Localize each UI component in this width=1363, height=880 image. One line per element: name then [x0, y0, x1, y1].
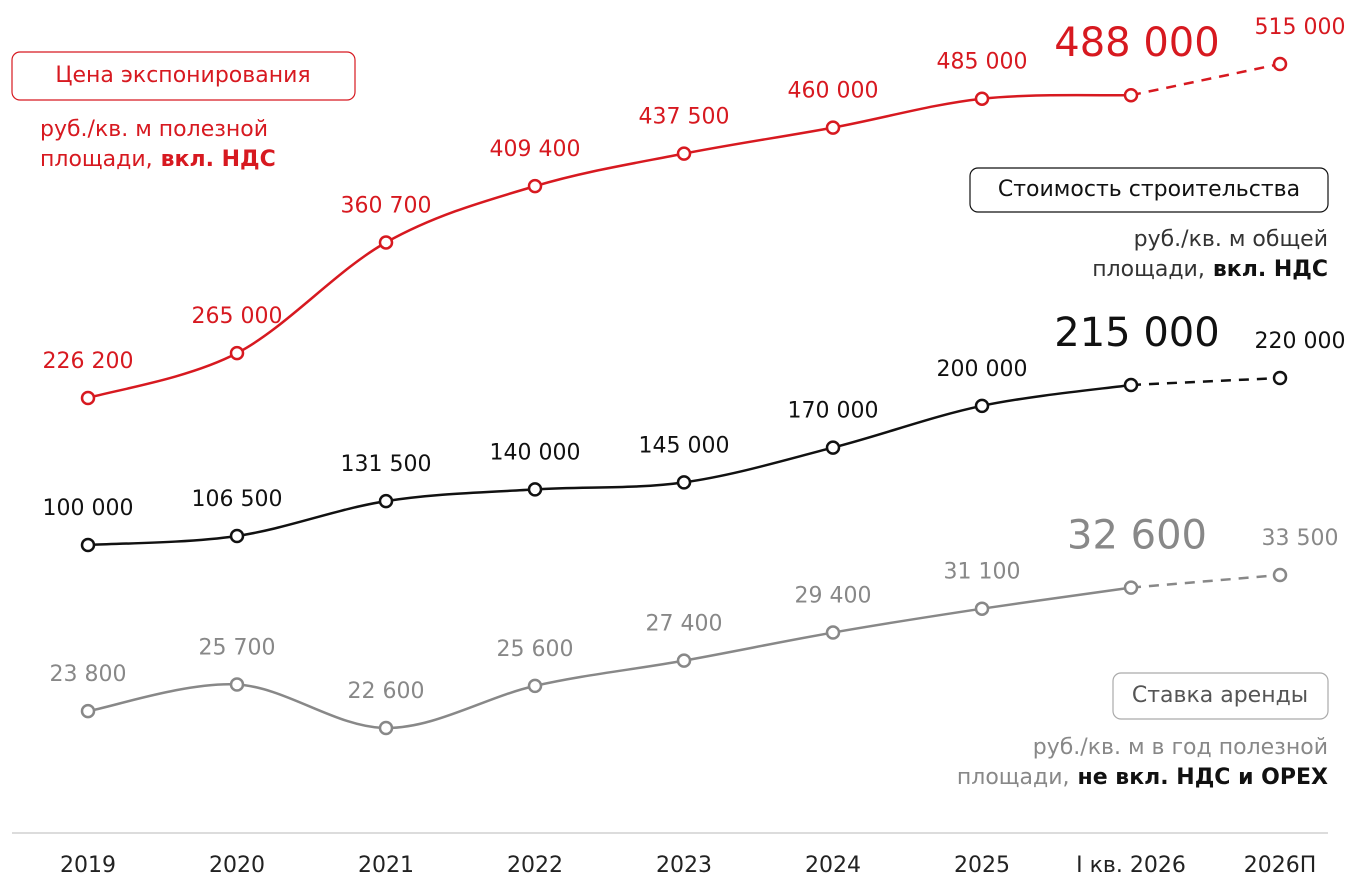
unit-text: площади, вкл. НДС — [1092, 257, 1328, 282]
value-label: 25 700 — [199, 635, 276, 660]
value-label: 23 800 — [50, 662, 127, 687]
legend-label: Цена экспонирования — [55, 63, 310, 88]
forecast-line — [1130, 573, 1281, 589]
point — [974, 601, 990, 616]
value-label: 409 400 — [490, 137, 581, 162]
point — [1272, 370, 1288, 386]
value-label: 485 000 — [937, 50, 1028, 75]
value-label: 200 000 — [937, 357, 1028, 382]
value-label: 106 500 — [192, 487, 283, 512]
x-tick-label: 2021 — [358, 853, 414, 878]
point — [229, 345, 245, 361]
value-label: 27 400 — [646, 612, 723, 637]
line — [87, 93, 1132, 400]
value-label: 32 600 — [1067, 513, 1207, 559]
point — [229, 677, 245, 692]
point — [1123, 580, 1139, 595]
point — [229, 528, 245, 544]
x-tick-label: 2024 — [805, 853, 861, 878]
point — [676, 653, 692, 668]
x-tick-label: 2023 — [656, 853, 712, 878]
point — [676, 475, 692, 490]
x-tick-label: 2020 — [209, 853, 265, 878]
unit-text: площади, вкл. НДС — [40, 147, 276, 172]
value-label: 265 000 — [192, 304, 283, 329]
value-label: 22 600 — [348, 679, 425, 704]
value-label: 437 500 — [639, 105, 730, 130]
value-label: 515 000 — [1255, 15, 1346, 40]
unit-text: площади, — [40, 147, 153, 172]
legend-box — [1112, 672, 1329, 720]
point — [825, 625, 841, 640]
x-tick-label: 2019 — [60, 853, 116, 878]
point — [378, 235, 394, 250]
unit-text: руб./кв. м полезной — [40, 117, 268, 142]
point — [1123, 377, 1139, 393]
point — [527, 178, 543, 194]
value-label: 140 000 — [490, 440, 581, 465]
line — [87, 586, 1132, 730]
point — [527, 482, 543, 497]
forecast-line — [1130, 62, 1281, 97]
unit-text: руб./кв. м в год полезной — [1033, 735, 1328, 760]
value-label: 25 600 — [497, 637, 574, 662]
point — [676, 146, 692, 161]
value-label: 131 500 — [341, 452, 432, 477]
value-label: 460 000 — [788, 79, 879, 104]
value-label: 145 000 — [639, 433, 730, 458]
unit-text: площади, — [957, 765, 1070, 790]
x-tick-label: 2022 — [507, 853, 563, 878]
legend-box — [11, 51, 356, 101]
forecast-line — [1130, 376, 1281, 387]
unit-text: площади, — [1092, 257, 1205, 282]
value-label: 360 700 — [341, 193, 432, 218]
legend-label: Стоимость строительства — [998, 177, 1300, 202]
x-tick-label: I кв. 2026 — [1076, 853, 1186, 878]
value-label: 100 000 — [43, 496, 134, 521]
value-label: 215 000 — [1054, 310, 1219, 356]
point — [825, 440, 841, 455]
unit-emphasis: вкл. НДС — [161, 147, 276, 172]
value-label: 29 400 — [795, 584, 872, 609]
point — [378, 720, 394, 736]
point — [527, 678, 543, 694]
value-label: 488 000 — [1054, 20, 1219, 66]
unit-text: руб./кв. м общей — [1134, 227, 1328, 252]
value-label: 226 200 — [43, 349, 134, 374]
unit-emphasis: вкл. НДС — [1213, 257, 1328, 282]
line — [87, 383, 1132, 547]
point — [378, 493, 394, 509]
unit-emphasis: не вкл. НДС и OPEX — [1078, 765, 1329, 790]
point — [1272, 567, 1288, 583]
point — [825, 120, 841, 135]
legend-box — [969, 167, 1329, 213]
point — [1123, 87, 1139, 103]
x-tick-label: 2026П — [1244, 853, 1317, 878]
point — [974, 398, 990, 414]
value-label: 170 000 — [788, 399, 879, 424]
point — [80, 390, 96, 406]
point — [80, 703, 96, 719]
point — [1272, 56, 1288, 72]
unit-text: площади, не вкл. НДС и OPEX — [957, 765, 1328, 790]
point — [974, 91, 990, 106]
x-tick-label: 2025 — [954, 853, 1010, 878]
point — [80, 537, 96, 553]
value-label: 31 100 — [944, 560, 1021, 585]
value-label: 33 500 — [1262, 526, 1339, 551]
legend-label: Ставка аренды — [1132, 683, 1308, 708]
value-label: 220 000 — [1255, 329, 1346, 354]
